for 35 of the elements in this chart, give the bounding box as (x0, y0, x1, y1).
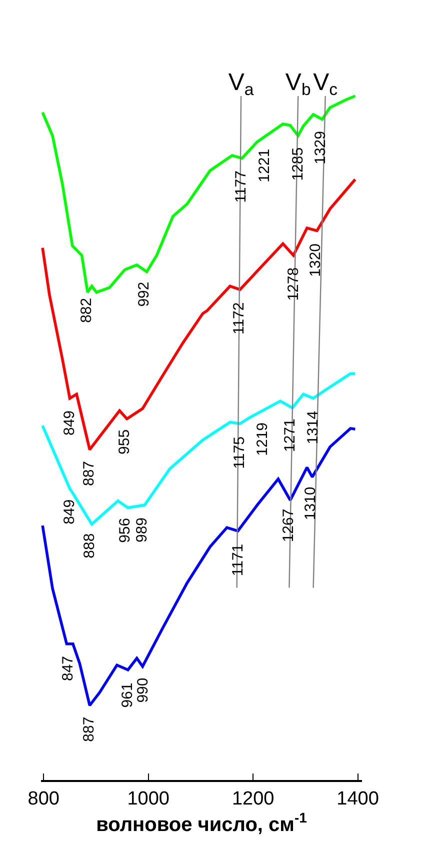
annotation: 1267 (280, 508, 298, 542)
annotation: 989 (134, 517, 151, 543)
annotation: 888 (81, 533, 98, 558)
annotation: 992 (136, 282, 153, 307)
x-tick-label: 1400 (336, 788, 379, 810)
annotation: 1271 (282, 418, 299, 452)
x-axis-title: волновое число, см$^{-1}$ (96, 810, 308, 836)
annotation: 882 (78, 298, 96, 323)
annotation: 847 (59, 656, 76, 682)
annotation: 1310 (302, 486, 320, 520)
annotation: 1171 (230, 544, 247, 576)
annotation: 955 (116, 429, 134, 454)
series-label: V$_{c}$ (313, 69, 338, 100)
annotation: 887 (80, 716, 98, 742)
series-label: V$_{b}$ (285, 69, 311, 100)
x-tick-label: 1000 (127, 788, 170, 810)
annotation: 849 (61, 410, 78, 436)
annotation: 990 (134, 678, 152, 703)
annotation: 1278 (285, 267, 302, 301)
annotation: 849 (61, 499, 78, 524)
annotation: 1329 (312, 131, 329, 164)
annotation: 1175 (231, 436, 248, 469)
annotation: 956 (116, 518, 134, 543)
annotation: 1221 (256, 148, 273, 182)
annotation: 887 (80, 460, 98, 486)
x-tick-label: 800 (28, 788, 60, 810)
annotation: 1219 (254, 422, 272, 456)
x-tick-label: 1200 (232, 788, 274, 810)
annotation: 1177 (232, 170, 250, 203)
annotation: 1320 (306, 243, 324, 277)
series-label: V$_{a}$ (228, 69, 254, 100)
annotation: 961 (119, 682, 136, 708)
annotation: 1285 (289, 147, 306, 181)
annotation: 1172 (230, 302, 248, 335)
annotation: 1314 (304, 410, 322, 444)
